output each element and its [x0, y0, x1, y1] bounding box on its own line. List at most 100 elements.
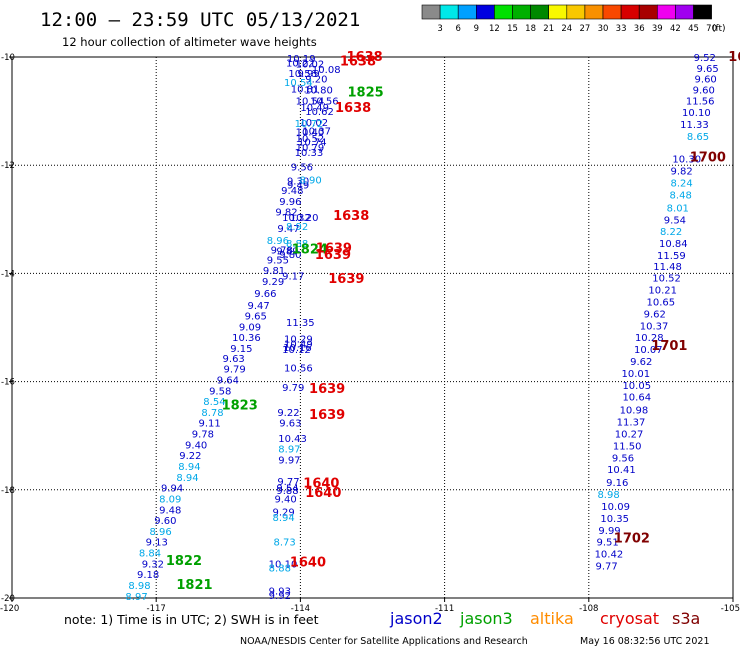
jason2-swh-label: 10.56 — [310, 96, 339, 107]
colorbar-tick-label: 18 — [525, 24, 536, 34]
jason2-swh-label: 9.65 — [696, 64, 718, 75]
jason2-swh-label: 8.73 — [273, 538, 295, 549]
cryosat-time-label: 1639 — [328, 272, 364, 287]
jason2-swh-label: 9.93 — [269, 586, 291, 597]
y-tick-label: -10 — [1, 53, 15, 63]
jason2-swh-label: 9.54 — [664, 215, 686, 226]
jason2-swh-label: 9.56 — [291, 162, 313, 173]
y-tick-label: -14 — [1, 269, 15, 279]
y-tick-label: -20 — [1, 594, 15, 604]
plot-border — [11, 56, 734, 599]
legend-cryosat: cryosat — [600, 609, 659, 628]
jason2-swh-label: 10.05 — [622, 381, 651, 392]
jason2-swh-label: 10.30 — [672, 155, 701, 166]
cryosat-time-label: 1639 — [315, 248, 351, 263]
jason2-swh-label: 9.97 — [278, 456, 300, 467]
jason2-swh-label: 9.40 — [274, 494, 296, 505]
cryosat-time-label: 1638 — [335, 101, 371, 116]
colorbar-swatch — [638, 4, 658, 20]
jason2-swh-label: 10.42 — [595, 550, 624, 561]
jason2-swh-label: 9.49 — [287, 181, 309, 192]
jason2-swh-label: 9.52 — [694, 53, 716, 64]
jason2-swh-label: 10.56 — [284, 364, 313, 375]
jason2-swh-label: 9.09 — [239, 322, 261, 333]
y-tick-label: -16 — [1, 378, 15, 388]
s3a-time-label: 1701 — [651, 339, 687, 354]
jason2-swh-label: 8.94 — [178, 462, 200, 473]
jason2-swh-label: 8.98 — [128, 581, 150, 592]
colorbar-swatch — [693, 4, 712, 20]
data-marks: 10.1910.2210.0210.0810.569.999.2010.8110… — [125, 50, 740, 603]
jason2-swh-label: 10.10 — [269, 559, 298, 570]
jason2-swh-label: 8.92 — [286, 222, 308, 233]
jason2-swh-label: 8.94 — [176, 473, 198, 484]
jason2-swh-label: 9.16 — [606, 478, 628, 489]
jason2-swh-label: 10.12 — [282, 345, 311, 356]
jason2-swh-label: 9.40 — [185, 440, 207, 451]
jason2-swh-label: 9.94 — [161, 484, 183, 495]
jason2-swh-label: 11.37 — [617, 418, 646, 429]
jason2-swh-label: 9.63 — [223, 354, 245, 365]
jason2-swh-label: 10.52 — [296, 134, 325, 145]
jason2-swh-label: 9.78 — [271, 246, 293, 257]
jason2-swh-label: 9.32 — [142, 559, 164, 570]
jason2-swh-label: 10.35 — [600, 514, 629, 525]
jason2-swh-label: 9.56 — [612, 453, 634, 464]
jason2-swh-label: 9.92 — [269, 591, 291, 602]
jason2-swh-label: 9.81 — [263, 266, 285, 277]
x-tick-label: -105 — [721, 604, 740, 614]
jason2-swh-label: 10.19 — [287, 54, 316, 65]
colorbar-tick-label: 30 — [598, 24, 609, 34]
colorbar-swatch — [421, 4, 441, 20]
jason2-swh-label: 10.29 — [284, 334, 313, 345]
jason2-swh-label: 9.88 — [276, 486, 298, 497]
jason2-swh-label: 9.29 — [262, 277, 284, 288]
jason2-swh-label: 9.99 — [298, 69, 320, 80]
x-tick-label: -111 — [435, 604, 454, 614]
jason2-swh-label: 9.64 — [217, 375, 239, 386]
footnote-text: note: 1) Time is in UTC; 2) SWH is in fe… — [64, 612, 319, 627]
jason2-swh-label: 9.17 — [282, 272, 304, 283]
colorbar-swatch — [675, 4, 694, 20]
colorbar-swatch — [512, 4, 531, 20]
colorbar-swatch — [620, 4, 640, 20]
jason2-swh-label: 9.63 — [279, 419, 301, 430]
jason2-swh-label: 9.47 — [248, 301, 270, 312]
jason2-swh-label: 10.54 — [296, 96, 325, 107]
jason2-swh-label: 9.77 — [596, 562, 618, 573]
cryosat-time-label: 1640 — [290, 555, 326, 570]
jason2-swh-label: 10.43 — [278, 434, 307, 445]
cryosat-time-label: 1638 — [333, 209, 369, 224]
jason2-swh-label: 10.49 — [300, 103, 329, 114]
jason2-swh-label: 8.84 — [139, 549, 161, 560]
colorbar-swatch — [494, 4, 513, 20]
jason2-swh-label: 9.80 — [279, 250, 301, 261]
jason2-swh-label: 10.49 — [284, 340, 313, 351]
jason2-swh-label: 9.29 — [273, 507, 295, 518]
jason2-swh-label: 10.64 — [622, 393, 651, 404]
jason2-swh-label: 9.60 — [154, 516, 176, 527]
jason2-swh-label: 10.41 — [607, 465, 636, 476]
jason2-swh-label: 8.88 — [269, 564, 291, 575]
jason2-swh-label: 9.30 — [287, 176, 309, 187]
jason2-swh-label: 10.10 — [682, 108, 711, 119]
jason2-swh-label: 10.81 — [291, 84, 320, 95]
chart-subtitle: 12 hour collection of altimeter wave hei… — [62, 35, 317, 49]
jason2-swh-label: 9.22 — [277, 408, 299, 419]
jason2-swh-label: 8.22 — [660, 227, 682, 238]
colorbar-tick-label: 36 — [634, 24, 645, 34]
jason2-swh-label: 10.22 — [286, 58, 315, 69]
jason2-swh-label: 9.11 — [198, 419, 220, 430]
jason2-swh-label: 9.60 — [695, 75, 717, 86]
jason2-swh-label: 9.89 — [276, 247, 298, 258]
colorbar-swatch — [530, 4, 549, 20]
chart-title: 12:00 – 23:59 UTC 05/13/2021 — [40, 9, 360, 31]
jason2-swh-label: 8.90 — [299, 175, 321, 186]
jason2-swh-label: 10.02 — [296, 59, 325, 70]
credit-text: NOAA/NESDIS Center for Satellite Applica… — [240, 636, 528, 647]
y-tick-label: -12 — [1, 161, 15, 171]
colorbar-tick-label: 33 — [616, 24, 627, 34]
colorbar-tick-label: 42 — [670, 24, 681, 34]
jason2-swh-label: 10.21 — [648, 286, 677, 297]
jason2-swh-label: 9.22 — [179, 451, 201, 462]
